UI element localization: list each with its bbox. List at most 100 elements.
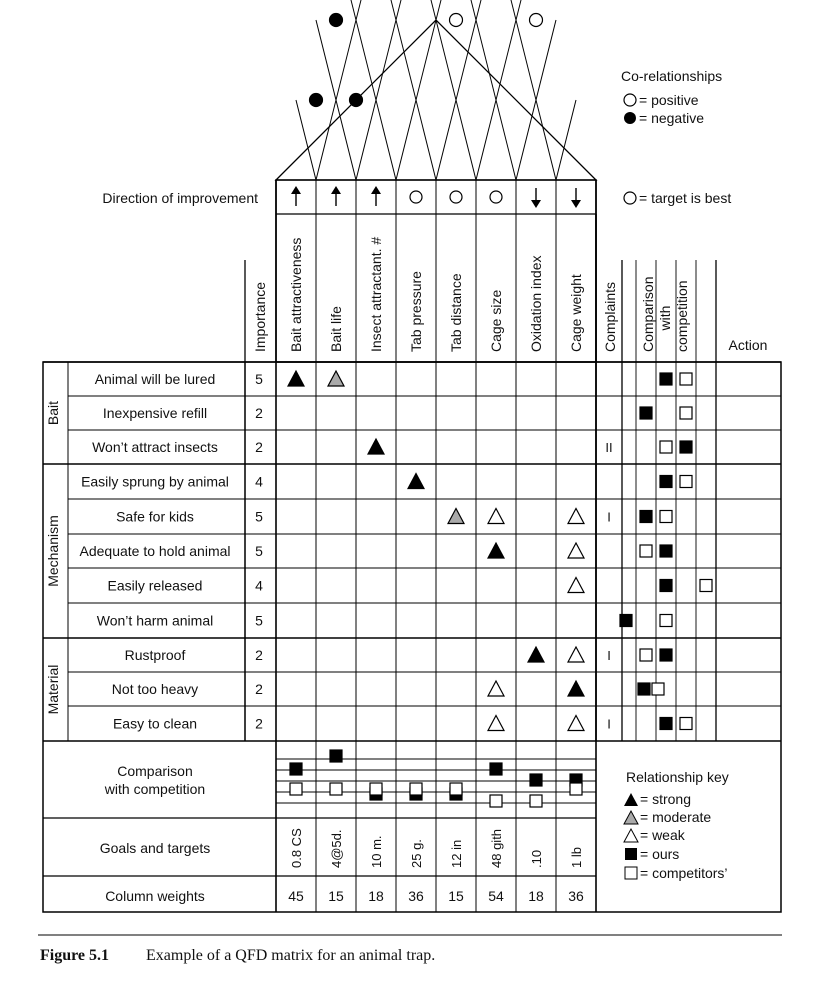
our-rating-icon xyxy=(659,716,673,731)
importance-value: 2 xyxy=(255,405,263,421)
down-arrow-icon xyxy=(531,200,541,208)
customer-requirement: Inexpensive refill xyxy=(103,405,207,421)
roof-grid-line xyxy=(475,0,522,181)
column-header: Bait life xyxy=(328,306,344,352)
roof-grid-line xyxy=(510,0,557,181)
roof-grid-line xyxy=(395,0,442,181)
roof-grid-line xyxy=(555,99,577,181)
column-weight: 18 xyxy=(528,888,544,904)
importance-value: 4 xyxy=(255,474,263,490)
importance-value: 2 xyxy=(255,439,263,455)
goals-label: Goals and targets xyxy=(100,840,211,856)
down-arrow-icon xyxy=(571,200,581,208)
comparison-header: Comparison xyxy=(640,277,656,352)
our-rating-icon xyxy=(529,773,543,787)
customer-requirement: Won’t harm animal xyxy=(97,613,213,629)
negative-correlation-icon xyxy=(308,92,324,108)
competitors-legend: = competitors’ xyxy=(640,865,728,881)
ours-legend: = ours xyxy=(640,846,679,862)
roof-grid-line xyxy=(430,0,477,181)
strong-relationship-icon xyxy=(527,645,545,663)
figure-number: Figure 5.1 xyxy=(40,947,109,964)
complaints-value: I xyxy=(607,717,611,732)
up-arrow-icon xyxy=(371,186,381,194)
strong-relationship-icon xyxy=(367,437,385,455)
up-arrow-icon xyxy=(331,186,341,194)
goal-value: 12 in xyxy=(449,840,464,868)
importance-value: 5 xyxy=(255,509,263,525)
competitor-rating-icon xyxy=(489,794,503,808)
positive-legend-icon xyxy=(623,93,637,107)
our-rating-icon xyxy=(639,406,653,420)
customer-requirement: Easily sprung by animal xyxy=(81,474,229,490)
strong-relationship-icon xyxy=(567,679,585,697)
weak-relationship-icon xyxy=(567,714,585,732)
competitors-legend-icon xyxy=(624,866,638,880)
competitor-rating-icon xyxy=(659,440,673,454)
our-rating-icon xyxy=(619,613,633,628)
importance-value: 2 xyxy=(255,647,263,663)
competitor-rating-icon xyxy=(449,782,463,796)
customer-requirement: Easily released xyxy=(108,578,203,594)
column-header: Cage weight xyxy=(568,274,584,352)
positive-legend: = positive xyxy=(639,92,699,108)
column-header: Tab distance xyxy=(448,273,464,352)
negative-legend-icon xyxy=(624,112,636,124)
column-weight: 54 xyxy=(488,888,504,904)
our-rating-icon xyxy=(637,682,651,696)
competitor-rating-icon xyxy=(679,372,693,386)
roof-grid-line xyxy=(390,0,437,181)
target-circle-icon xyxy=(489,190,503,204)
roof-grid-line xyxy=(315,19,357,181)
roof-grid-line xyxy=(295,99,317,181)
target-legend: = target is best xyxy=(639,190,731,206)
roof-grid-line xyxy=(350,0,397,181)
our-rating-icon xyxy=(659,474,673,489)
positive-correlation-icon xyxy=(448,12,464,28)
weak-legend: = weak xyxy=(640,827,686,843)
weak-relationship-icon xyxy=(567,507,585,525)
roof-grid-line xyxy=(470,0,517,181)
competitor-rating-icon xyxy=(679,406,693,420)
competitor-rating-icon xyxy=(659,613,673,628)
our-rating-icon xyxy=(659,648,673,662)
competitor-rating-icon xyxy=(639,544,653,558)
importance-value: 5 xyxy=(255,371,263,387)
goal-value: .10 xyxy=(529,850,544,868)
action-header: Action xyxy=(729,337,768,353)
our-rating-icon xyxy=(659,372,673,386)
weak-relationship-icon xyxy=(567,576,585,594)
moderate-legend: = moderate xyxy=(640,809,711,825)
goal-value: 10 m. xyxy=(369,835,384,868)
importance-value: 2 xyxy=(255,716,263,732)
importance-value: 5 xyxy=(255,543,263,559)
column-weight: 15 xyxy=(448,888,464,904)
weak-relationship-icon xyxy=(567,645,585,663)
importance-value: 4 xyxy=(255,578,263,594)
strong-legend: = strong xyxy=(640,791,691,807)
column-weight: 18 xyxy=(368,888,384,904)
comparison-header: with xyxy=(657,306,673,332)
customer-requirement: Rustproof xyxy=(125,647,186,663)
competitor-rating-icon xyxy=(639,648,653,662)
roof-grid-line xyxy=(315,0,362,181)
column-weight: 15 xyxy=(328,888,344,904)
complaints-value: II xyxy=(605,440,612,455)
strong-legend-icon xyxy=(624,793,638,806)
weak-relationship-icon xyxy=(487,507,505,525)
direction-label: Direction of improvement xyxy=(102,190,258,206)
strong-relationship-icon xyxy=(407,472,425,490)
strong-relationship-icon xyxy=(287,369,305,387)
competitor-rating-icon xyxy=(659,509,673,524)
competitor-rating-icon xyxy=(679,716,693,731)
customer-requirement: Not too heavy xyxy=(112,681,198,697)
corel-legend-title: Co-relationships xyxy=(621,68,722,84)
customer-requirement: Adequate to hold animal xyxy=(80,543,231,559)
target-legend-icon xyxy=(623,191,637,205)
comparison-header: competition xyxy=(674,280,690,352)
competitor-rating-icon xyxy=(699,578,713,593)
column-header: Bait attractiveness xyxy=(288,238,304,352)
goal-value: 4@5d. xyxy=(329,830,344,869)
weak-relationship-icon xyxy=(567,541,585,559)
group-label: Material xyxy=(45,665,61,715)
